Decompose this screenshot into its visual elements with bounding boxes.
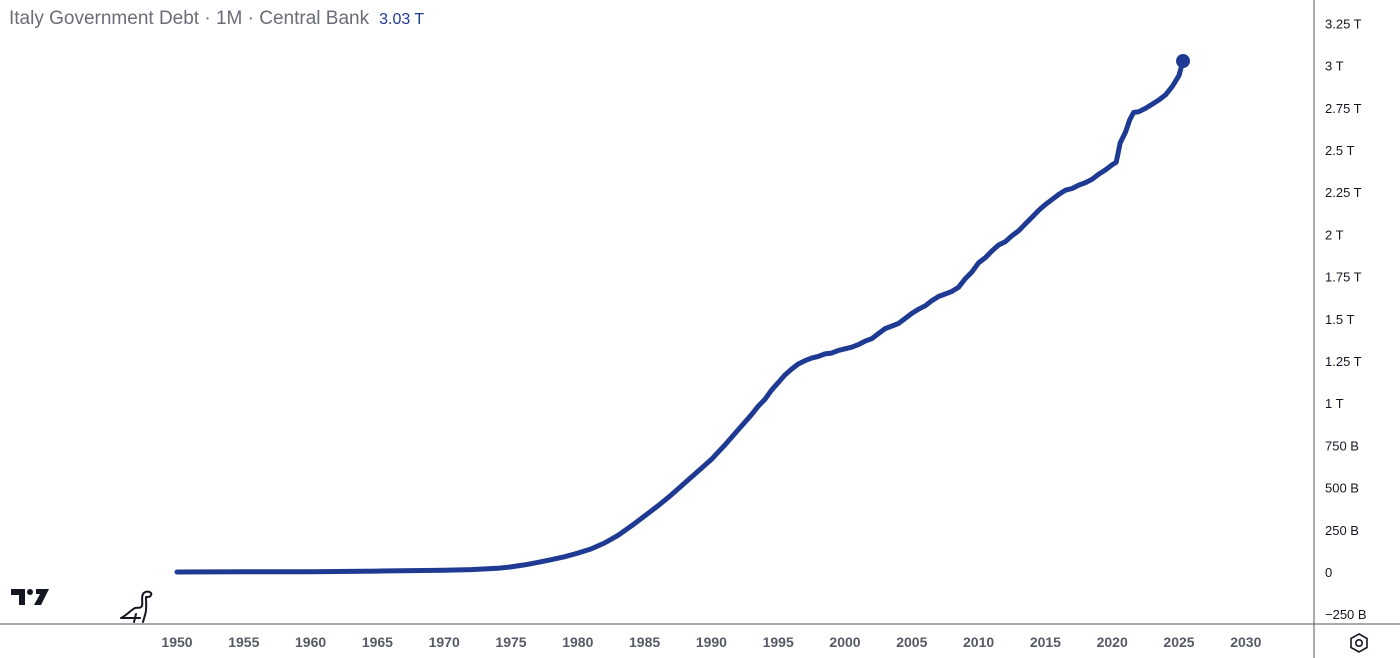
y-tick-label: 3 T [1325,59,1344,74]
y-tick-label: 750 B [1325,438,1359,453]
last-value-marker[interactable] [1176,54,1191,69]
x-tick-label: 2030 [1230,634,1261,650]
y-tick-label: 0 [1325,565,1332,580]
legend-title[interactable]: Italy Government Debt · 1M · Central Ban… [9,8,370,29]
x-tick-label: 1995 [763,634,794,650]
settings-gear-icon[interactable] [1347,631,1371,655]
chart-legend[interactable]: Italy Government Debt · 1M · Central Ban… [9,8,424,32]
y-tick-label: 1.75 T [1325,270,1362,285]
y-tick-label: 250 B [1325,523,1359,538]
x-tick-label: 1975 [495,634,526,650]
y-tick-label: 1.25 T [1325,354,1362,369]
tradingview-logo-icon[interactable] [11,587,51,612]
y-tick-label: 500 B [1325,481,1359,496]
x-axis[interactable]: 1950 1955 1960 1965 1970 1975 1980 1985 1990 1995… [161,634,1261,650]
x-tick-label: 2000 [829,634,860,650]
y-tick-label: 2 T [1325,227,1344,242]
y-tick-label: 1.5 T [1325,312,1354,327]
x-tick-label: 2005 [896,634,927,650]
y-tick-label: 2.25 T [1325,185,1362,200]
y-tick-label: 1 T [1325,396,1344,411]
x-tick-label: 1950 [161,634,192,650]
y-tick-label: 2.75 T [1325,101,1362,116]
x-tick-label: 1955 [228,634,259,650]
x-tick-label: 1980 [562,634,593,650]
x-tick-label: 2020 [1097,634,1128,650]
x-tick-label: 1990 [696,634,727,650]
y-tick-label: 3.25 T [1325,16,1362,31]
x-tick-label: 2015 [1030,634,1061,650]
dinosaur-icon [118,588,156,629]
y-tick-label: −250 B [1325,607,1367,622]
y-tick-label: 2.5 T [1325,143,1354,158]
y-axis[interactable]: −250 B 0 250 B 500 B 750 B 1 T 1.25 T 1.5 T 1.75… [1325,16,1367,622]
legend-last-value: 3.03 T [379,11,425,28]
x-tick-label: 1960 [295,634,326,650]
x-tick-label: 1985 [629,634,660,650]
series-layer [174,54,1191,575]
x-tick-label: 2025 [1163,634,1194,650]
series-line[interactable] [174,58,1186,575]
x-tick-label: 1970 [429,634,460,650]
x-tick-label: 1965 [362,634,393,650]
x-tick-label: 2010 [963,634,994,650]
